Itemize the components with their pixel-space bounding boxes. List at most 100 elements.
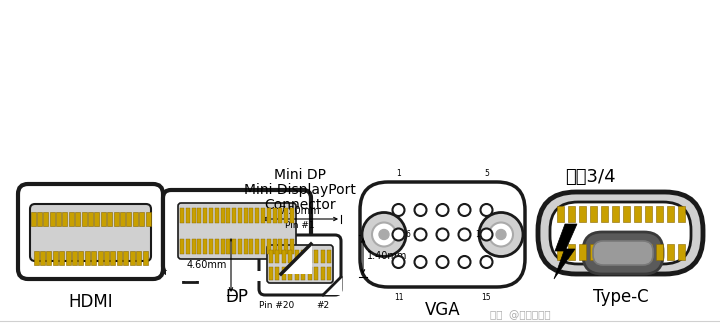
Bar bbox=[243, 208, 248, 223]
Polygon shape bbox=[554, 224, 577, 279]
Bar bbox=[273, 239, 276, 254]
Bar bbox=[56, 212, 61, 226]
Bar bbox=[132, 212, 138, 226]
Bar bbox=[284, 239, 288, 254]
Bar bbox=[78, 251, 84, 265]
Bar bbox=[600, 206, 608, 222]
Bar bbox=[123, 251, 128, 265]
Circle shape bbox=[372, 222, 396, 246]
Bar bbox=[232, 239, 236, 254]
Bar bbox=[578, 206, 585, 222]
Circle shape bbox=[480, 256, 492, 268]
Bar bbox=[314, 250, 318, 263]
Bar bbox=[655, 244, 662, 260]
Bar bbox=[567, 206, 575, 222]
Bar bbox=[623, 206, 629, 222]
Circle shape bbox=[392, 204, 405, 216]
Bar bbox=[590, 206, 596, 222]
Bar bbox=[72, 251, 77, 265]
Bar bbox=[267, 239, 271, 254]
Bar bbox=[282, 250, 286, 263]
Bar bbox=[249, 208, 253, 223]
Bar bbox=[249, 239, 253, 254]
Text: 15: 15 bbox=[482, 293, 491, 302]
Bar bbox=[226, 239, 230, 254]
Bar bbox=[644, 244, 652, 260]
Bar bbox=[203, 208, 207, 223]
Text: Connector: Connector bbox=[264, 198, 336, 212]
Circle shape bbox=[480, 229, 492, 240]
FancyBboxPatch shape bbox=[18, 184, 163, 279]
Bar bbox=[232, 208, 236, 223]
Bar bbox=[66, 251, 71, 265]
Text: 5: 5 bbox=[484, 169, 489, 178]
Bar bbox=[120, 212, 125, 226]
Bar bbox=[327, 267, 331, 280]
Bar bbox=[88, 212, 93, 226]
Polygon shape bbox=[281, 244, 312, 274]
Bar bbox=[667, 244, 673, 260]
Bar bbox=[75, 212, 80, 226]
Bar bbox=[678, 206, 685, 222]
Bar bbox=[276, 267, 279, 280]
Bar bbox=[110, 251, 115, 265]
Bar bbox=[209, 239, 213, 254]
Bar bbox=[267, 208, 271, 223]
Bar bbox=[215, 208, 219, 223]
Bar bbox=[307, 250, 312, 263]
Bar bbox=[611, 206, 618, 222]
FancyBboxPatch shape bbox=[360, 182, 525, 287]
Bar bbox=[40, 251, 45, 265]
Bar bbox=[557, 206, 564, 222]
Bar bbox=[192, 208, 196, 223]
Text: Mini DP: Mini DP bbox=[274, 168, 326, 182]
Text: 1.40mm: 1.40mm bbox=[367, 251, 408, 261]
Bar bbox=[180, 208, 184, 223]
Bar bbox=[277, 272, 291, 282]
Circle shape bbox=[392, 229, 405, 240]
Bar bbox=[63, 212, 68, 226]
Text: 4.60mm: 4.60mm bbox=[186, 260, 227, 270]
Bar bbox=[238, 239, 242, 254]
Circle shape bbox=[459, 229, 470, 240]
Text: 1: 1 bbox=[396, 169, 401, 178]
Bar bbox=[130, 251, 135, 265]
Bar bbox=[203, 239, 207, 254]
Bar bbox=[644, 206, 652, 222]
Bar bbox=[81, 212, 86, 226]
Text: DP: DP bbox=[225, 288, 248, 306]
Circle shape bbox=[480, 204, 492, 216]
Circle shape bbox=[489, 222, 513, 246]
Bar bbox=[107, 212, 112, 226]
Bar bbox=[578, 244, 585, 260]
Bar bbox=[301, 267, 305, 280]
Bar bbox=[166, 271, 308, 281]
Bar bbox=[43, 212, 48, 226]
Bar bbox=[678, 244, 685, 260]
Bar bbox=[209, 208, 213, 223]
Bar bbox=[590, 244, 596, 260]
Text: Mini DisplayPort: Mini DisplayPort bbox=[244, 183, 356, 197]
Bar bbox=[46, 251, 51, 265]
Bar bbox=[655, 206, 662, 222]
Text: 雷电3/4: 雷电3/4 bbox=[564, 168, 616, 186]
Circle shape bbox=[459, 204, 470, 216]
Bar bbox=[288, 250, 292, 263]
Bar bbox=[634, 244, 641, 260]
Circle shape bbox=[479, 213, 523, 257]
Bar bbox=[126, 212, 131, 226]
Bar bbox=[279, 239, 282, 254]
Bar bbox=[226, 208, 230, 223]
Bar bbox=[220, 239, 225, 254]
Bar bbox=[284, 208, 288, 223]
Bar bbox=[215, 239, 219, 254]
Bar bbox=[634, 206, 641, 222]
Circle shape bbox=[415, 204, 426, 216]
Bar bbox=[220, 208, 225, 223]
Bar bbox=[261, 239, 265, 254]
Circle shape bbox=[436, 204, 449, 216]
FancyBboxPatch shape bbox=[163, 190, 311, 274]
Bar bbox=[307, 267, 312, 280]
Bar bbox=[85, 251, 90, 265]
Circle shape bbox=[392, 256, 405, 268]
